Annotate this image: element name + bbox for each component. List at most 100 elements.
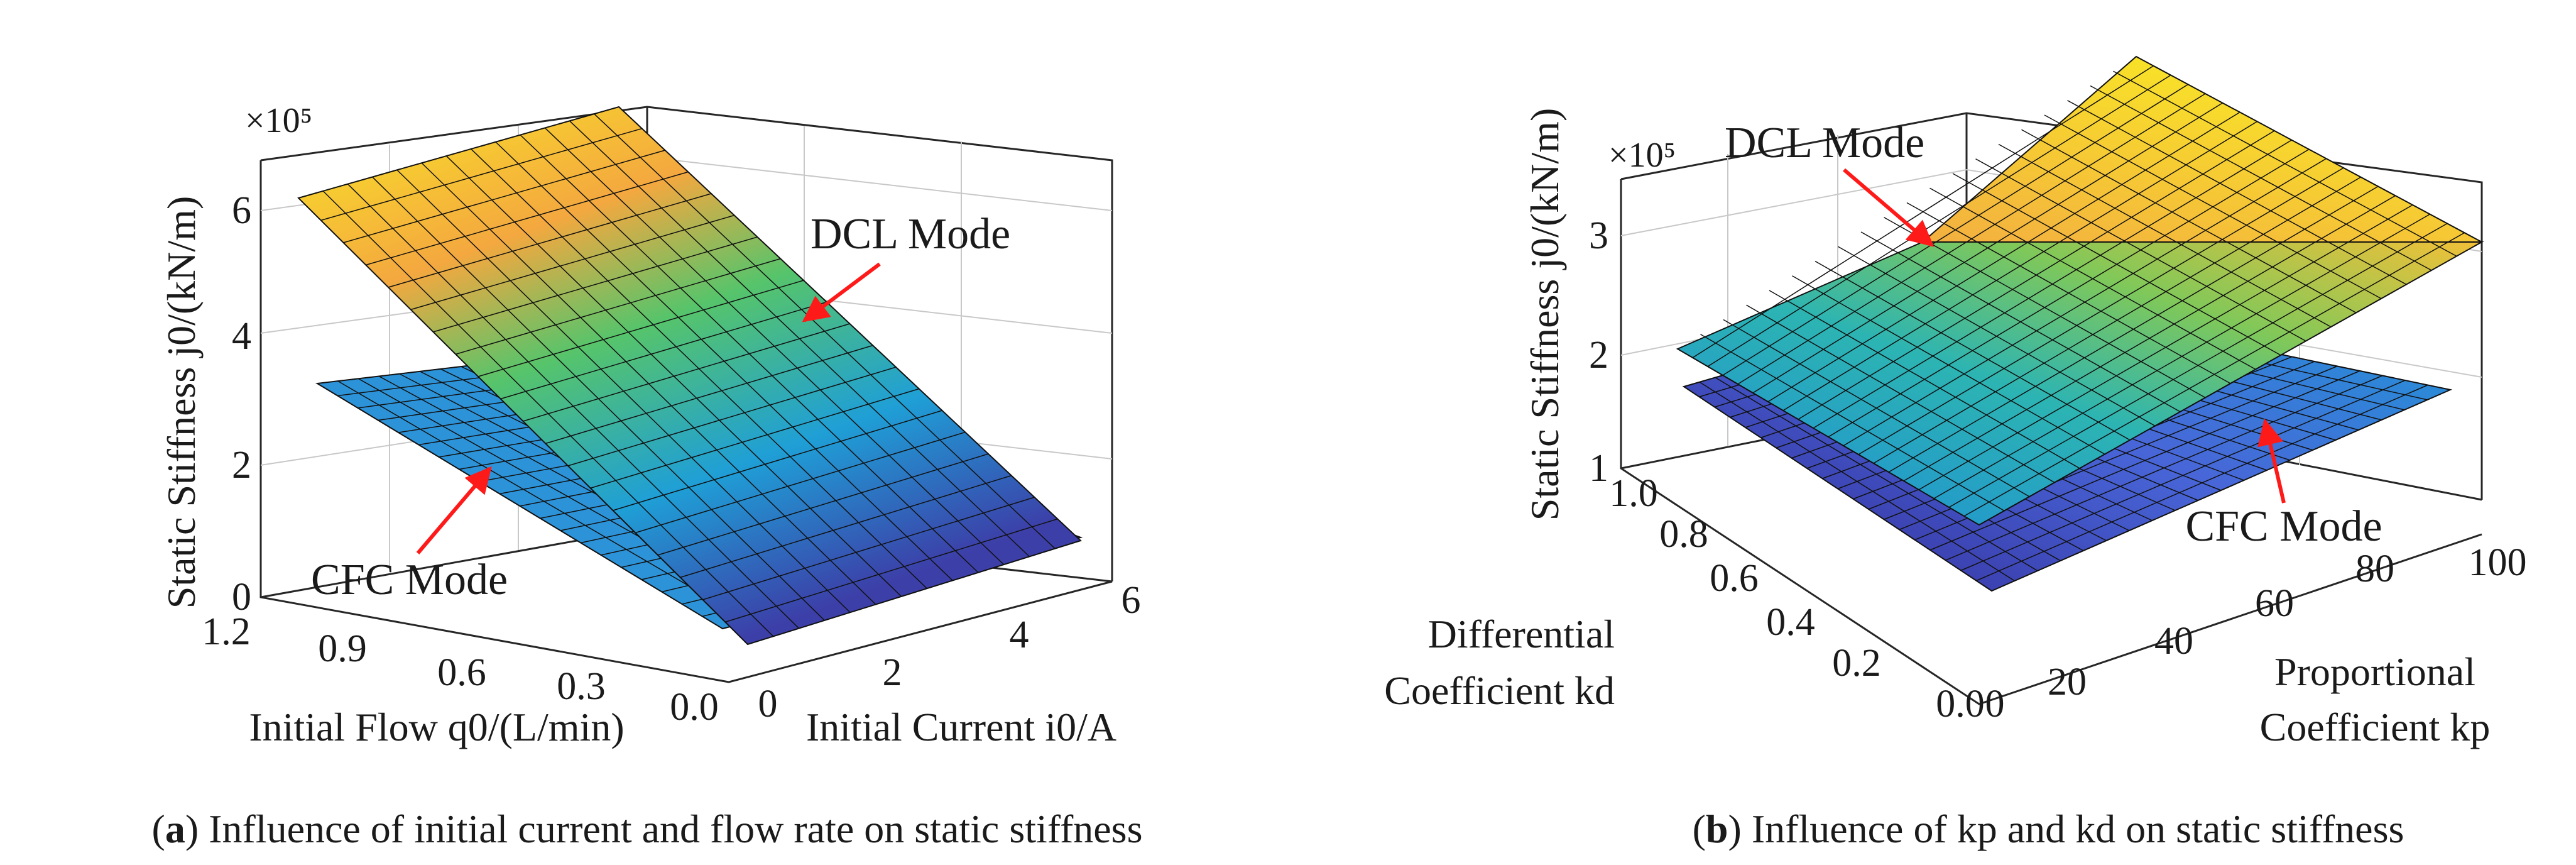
panel-a-y-tick: 0.0 — [670, 686, 719, 729]
mesh-line — [1960, 380, 2406, 571]
panel-a-y-tick: 0.3 — [557, 665, 606, 708]
panel-a-y-label: Initial Flow q0/(L/min) — [249, 705, 624, 749]
panel-a-annotation-cfc: CFC Mode — [311, 556, 508, 604]
panel-b: 1 2 3 ×10⁵ 0.0 0.2 0.4 0.6 0.8 1.0 0 20 … — [1384, 55, 2527, 851]
panel-a-x-ticks: 0 2 4 6 — [758, 579, 1141, 725]
panel-b-z-tick: 2 — [1589, 334, 1608, 377]
mesh-line — [433, 236, 758, 333]
mesh-line — [725, 518, 1058, 623]
panel-a-y-tick: 0.6 — [437, 651, 486, 694]
panel-b-z-tick: 1 — [1589, 447, 1608, 490]
panel-b-arrow-cfc — [2257, 418, 2286, 504]
mesh-line — [388, 193, 712, 288]
panel-a-y-ticks: 1.2 0.9 0.6 0.3 0.0 — [202, 610, 719, 729]
panel-a-caption: (a) Influence of initial current and flo… — [152, 807, 1143, 851]
panel-b-annotation-cfc: CFC Mode — [2185, 502, 2382, 551]
panel-b-z-tick: 3 — [1589, 214, 1608, 257]
panel-a-y-tick: 1.2 — [202, 610, 251, 653]
panel-a-surface-dcl — [297, 106, 1082, 646]
mesh-line — [657, 453, 989, 556]
panel-b-surface-dcl — [1676, 55, 2484, 526]
panel-b-arrow-dcl — [1843, 168, 1935, 247]
panel-a-annotation-dcl: DCL Mode — [810, 210, 1010, 258]
panel-b-y-tick: 0.0 — [1936, 683, 1985, 725]
mesh-line — [1782, 121, 2257, 411]
mesh-line — [567, 366, 897, 466]
panel-a-x-tick: 6 — [1122, 579, 1141, 622]
panel-a-x-tick: 0 — [758, 683, 778, 725]
panel-a-arrow-dcl — [802, 262, 881, 322]
panel-b-dcl-mesh — [1692, 65, 2465, 517]
panel-a-back-edge — [260, 106, 1113, 581]
mesh-line — [1752, 102, 2223, 394]
mesh-line — [1798, 130, 2275, 420]
panel-a-z-tick: 2 — [232, 444, 251, 487]
mesh-line — [590, 388, 919, 489]
panel-b-y-label-line2: Coefficient kd — [1384, 668, 1615, 713]
mesh-line — [1873, 177, 2361, 464]
panel-b-caption-letter: b — [1706, 807, 1728, 851]
panel-a-z-tick: 4 — [232, 315, 251, 358]
panel-b-y-tick: 0.4 — [1766, 601, 1815, 644]
mesh-line — [1813, 140, 2292, 429]
mesh-line — [1903, 195, 2396, 482]
panel-a-x-tick: 2 — [883, 651, 902, 694]
mesh-line — [478, 280, 804, 377]
panel-b-x-tick: 0 — [1985, 683, 2005, 725]
mesh-line — [1933, 214, 2430, 499]
panel-a-z-label: Static Stiffness j0/(kN/m) — [159, 196, 204, 609]
mesh-line — [702, 497, 1035, 600]
panel-b-y-tick: 0.2 — [1832, 642, 1881, 685]
mesh-line — [1722, 84, 2188, 376]
panel-a-z-tick: 0 — [232, 576, 251, 619]
mesh-line — [320, 128, 642, 221]
mesh-line — [1945, 375, 2383, 561]
mesh-line — [1976, 384, 2428, 581]
panel-b-y-label-line1: Differential — [1428, 612, 1615, 656]
panel-a: 0 2 4 6 ×10⁵ 1.2 0.9 0.6 0.3 0.0 0 2 4 6… — [152, 101, 1143, 851]
panel-a-z-multiplier: ×10⁵ — [245, 101, 312, 140]
mesh-line — [613, 410, 942, 511]
mesh-line — [1707, 74, 2171, 367]
panel-a-x-tick: 4 — [1010, 614, 1029, 656]
mesh-line — [1737, 93, 2206, 385]
panel-b-caption: (b) Influence of kp and kd on static sti… — [1693, 807, 2404, 851]
mesh-line — [1692, 65, 2154, 358]
panel-b-dcl-surface-back — [1921, 55, 2482, 243]
mesh-line — [343, 150, 665, 243]
panel-b-x-tick: 80 — [2355, 548, 2394, 590]
panel-b-y-ticks: 0.0 0.2 0.4 0.6 0.8 1.0 — [1609, 472, 1985, 725]
panel-b-z-label: Static Stiffness j0/(kN/m) — [1522, 108, 1567, 521]
panel-a-caption-text: Influence of initial current and flow ra… — [209, 807, 1142, 851]
panel-b-x-label-line2: Coefficient kp — [2260, 705, 2491, 749]
mesh-line — [523, 323, 850, 422]
mesh-line — [456, 258, 781, 355]
panel-b-x-label-line1: Proportional — [2274, 649, 2475, 694]
mesh-line — [1858, 167, 2344, 455]
panel-b-annotation-dcl: DCL Mode — [1725, 119, 1924, 167]
panel-b-x-tick: 100 — [2469, 541, 2527, 584]
mesh-line — [635, 431, 966, 534]
mesh-line — [1948, 223, 2448, 508]
mesh-line — [1888, 185, 2379, 473]
panel-b-z-ticks: 1 2 3 ×10⁵ — [1589, 136, 1676, 490]
panel-a-caption-letter: a — [165, 807, 185, 851]
panel-b-z-multiplier: ×10⁵ — [1608, 136, 1676, 175]
mesh-line — [366, 171, 689, 266]
panel-a-x-label: Initial Current i0/A — [806, 705, 1116, 749]
panel-b-x-tick: 60 — [2255, 582, 2294, 625]
panel-b-x-tick: 40 — [2154, 620, 2193, 663]
mesh-line — [410, 214, 734, 311]
panel-b-y-tick: 0.8 — [1659, 513, 1708, 556]
panel-b-y-tick: 1.0 — [1609, 472, 1658, 515]
panel-a-dcl-mesh — [320, 113, 1058, 637]
panel-b-y-tick: 0.6 — [1710, 557, 1759, 600]
panel-b-caption-text: Influence of kp and kd on static stiffne… — [1752, 807, 2404, 851]
panel-a-front-edges — [259, 160, 1113, 683]
mesh-line — [1929, 370, 2360, 551]
mesh-line — [1767, 111, 2240, 402]
mesh-line — [545, 344, 873, 444]
panel-b-x-tick: 20 — [2048, 661, 2087, 703]
mesh-line — [500, 301, 827, 400]
